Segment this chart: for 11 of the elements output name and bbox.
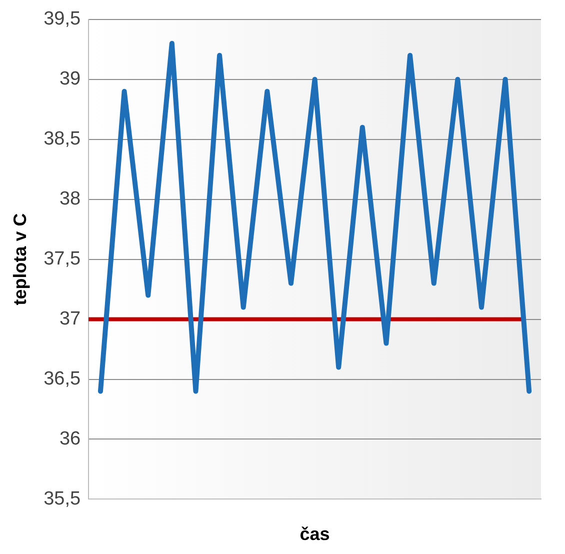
y-tick-label: 38 — [59, 188, 81, 210]
y-tick-label: 39 — [59, 68, 81, 90]
y-tick-label: 38,5 — [44, 128, 81, 150]
y-axis-title: teplota v C — [10, 213, 30, 306]
y-tick-label: 36,5 — [44, 368, 81, 390]
y-tick-label: 37 — [59, 308, 81, 330]
y-tick-label: 36 — [59, 428, 81, 450]
y-tick-label: 39,5 — [44, 8, 81, 30]
y-tick-label: 35,5 — [44, 488, 81, 510]
x-axis-title: čas — [300, 524, 330, 544]
y-tick-label: 37,5 — [44, 248, 81, 270]
